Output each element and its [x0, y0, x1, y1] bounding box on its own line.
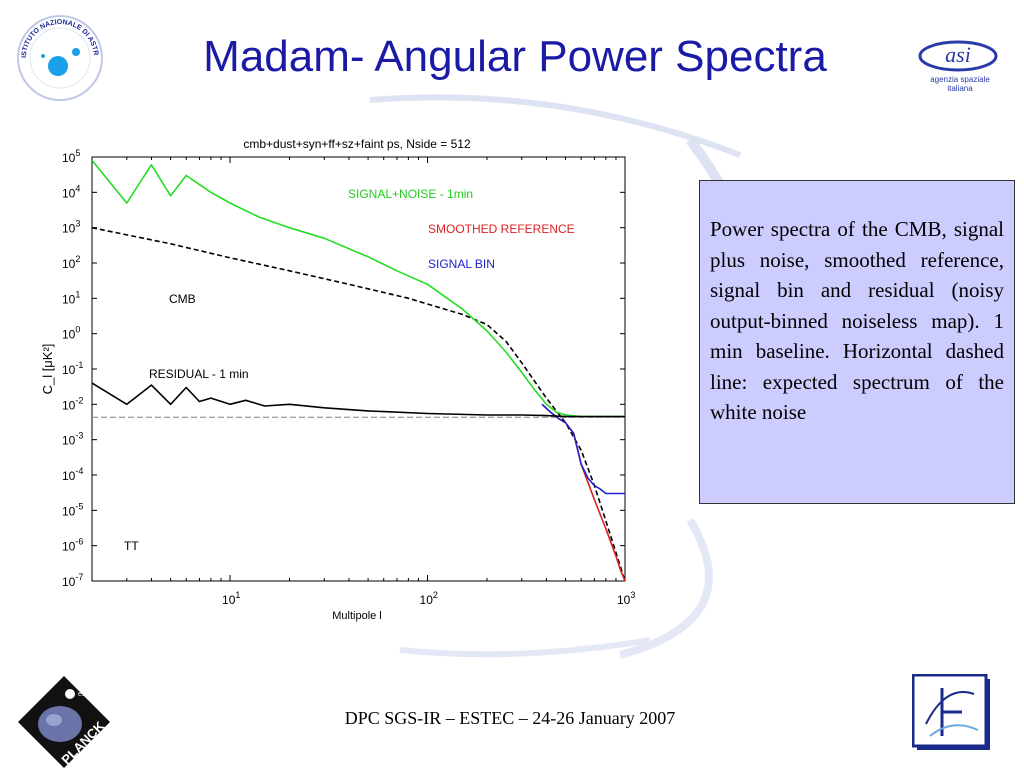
- y-tick-label: 10-1: [62, 360, 83, 377]
- x-tick-label: 103: [617, 590, 635, 607]
- y-tick-label: 104: [62, 183, 80, 200]
- y-tick-label: 100: [62, 325, 80, 342]
- asi-logo-name-line2: italiana: [947, 84, 973, 93]
- asi-emblem-icon: asi agenzia spaziale italiana: [918, 40, 998, 93]
- y-tick-label: 102: [62, 254, 80, 271]
- y-tick-label: 10-2: [62, 395, 83, 412]
- fl-logo: [912, 674, 992, 752]
- y-axis-label: C_l [μK²]: [40, 344, 55, 395]
- series-line-signal-noise-1min: [92, 159, 625, 418]
- planck-badge-text: esa: [78, 691, 89, 698]
- asi-logo: asi agenzia spaziale italiana: [914, 32, 1006, 108]
- series-layer: [92, 159, 625, 581]
- annotation-signal-noise: SIGNAL+NOISE - 1min: [348, 187, 473, 201]
- annotation-spectrum-type: TT: [124, 539, 139, 553]
- x-tick-label: 101: [222, 590, 240, 607]
- y-tick-label: 10-3: [62, 431, 83, 448]
- y-tick-label: 10-6: [62, 537, 83, 554]
- x-tick-label: 102: [420, 590, 438, 607]
- description-box: Power spectra of the CMB, signal plus no…: [699, 180, 1015, 504]
- inaf-emblem-icon: ISTITUTO NAZIONALE DI ASTROFISICA: [14, 12, 103, 101]
- description-text: Power spectra of the CMB, signal plus no…: [710, 217, 1004, 424]
- y-axis-ticks: 105 104 103 102 101 100 10-1 10-2 10-3 10-4 10-5 10…: [62, 148, 625, 589]
- series-line-cmb: [92, 226, 625, 581]
- y-tick-label: 10-5: [62, 501, 83, 518]
- asi-logo-name-line1: agenzia spaziale: [930, 75, 990, 84]
- inaf-logo: ISTITUTO NAZIONALE DI ASTROFISICA: [14, 12, 106, 104]
- y-tick-label: 103: [62, 219, 80, 236]
- fl-emblem-icon: [912, 674, 990, 750]
- y-tick-label: 101: [62, 289, 80, 306]
- series-line-signal-bin: [541, 403, 625, 495]
- footer-text: DPC SGS-IR – ESTEC – 24-26 January 2007: [344, 708, 676, 728]
- annotation-signal-bin: SIGNAL BIN: [428, 257, 495, 271]
- annotation-cmb: CMB: [169, 292, 196, 306]
- y-tick-label: 10-7: [62, 572, 83, 589]
- planck-logo: esa PLANCK: [14, 672, 114, 768]
- plot-area-frame: [91, 156, 626, 582]
- y-tick-label: 105: [62, 148, 80, 165]
- slide-title: Madam- Angular Power Spectra: [203, 32, 827, 81]
- asi-logo-abbr: asi: [945, 42, 971, 67]
- chart-title: cmb+dust+syn+ff+sz+faint ps, Nside = 512: [243, 137, 471, 151]
- y-tick-label: 10-4: [62, 466, 83, 483]
- annotation-residual: RESIDUAL - 1 min: [149, 367, 249, 381]
- x-axis-ticks: 101 102 103: [91, 157, 635, 607]
- planck-emblem-icon: esa PLANCK: [18, 676, 110, 768]
- x-axis-label: Multipole l: [332, 610, 382, 622]
- series-line-residual-1-min: [92, 382, 625, 418]
- annotation-smoothed-reference: SMOOTHED REFERENCE: [428, 222, 575, 236]
